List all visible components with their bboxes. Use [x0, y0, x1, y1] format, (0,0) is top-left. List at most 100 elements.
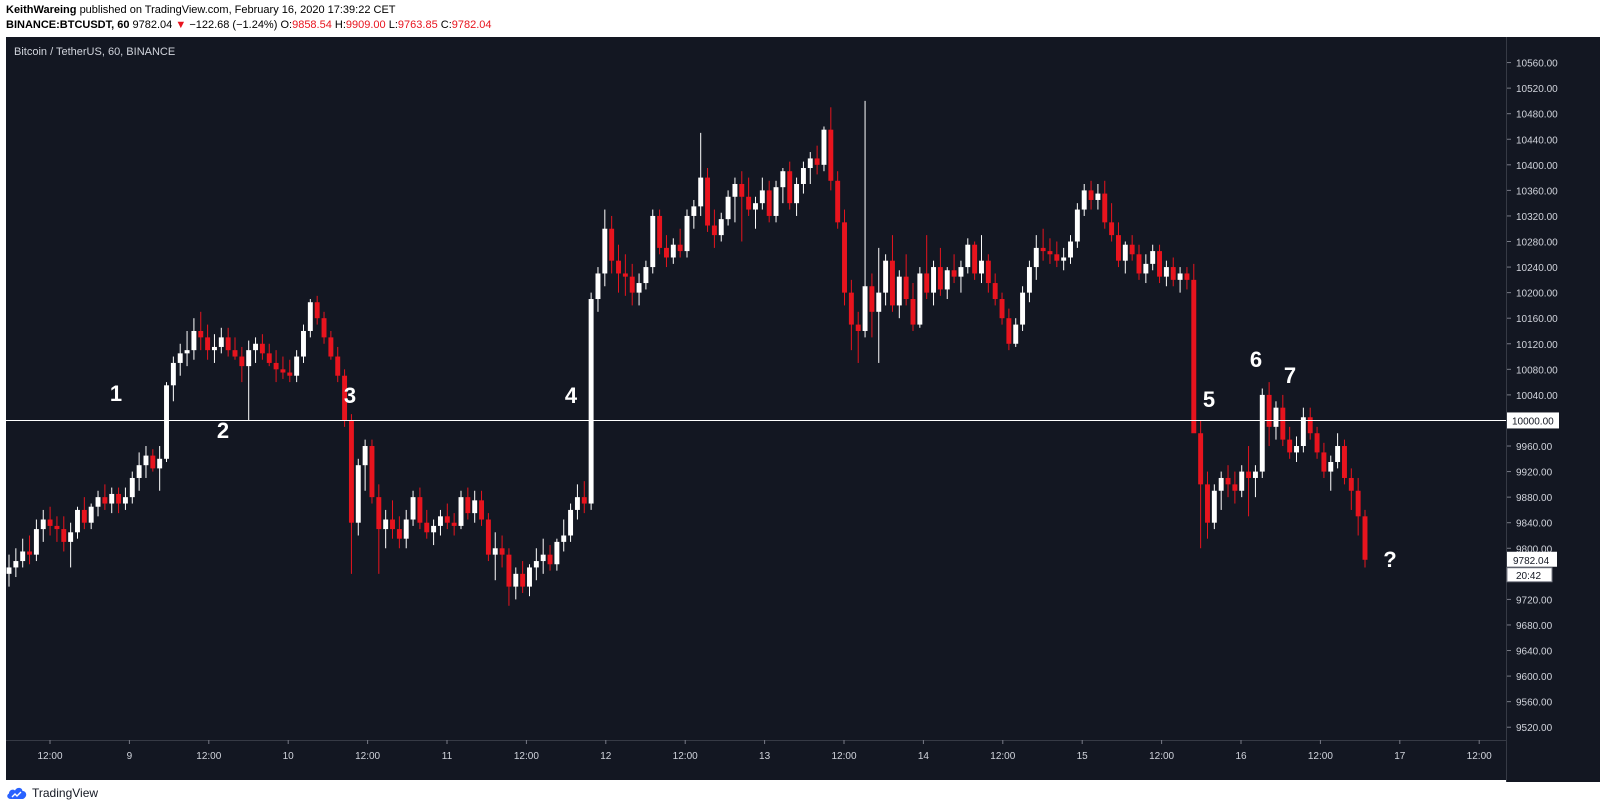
candle: [1026, 260, 1032, 303]
candle: [835, 171, 841, 229]
candle-body: [417, 497, 423, 523]
candle-body: [691, 206, 697, 216]
candle: [1033, 235, 1039, 280]
candle-body: [102, 497, 108, 504]
candle-body: [294, 356, 300, 376]
candle: [301, 324, 306, 363]
close-value: 9782.04: [451, 19, 492, 31]
candle: [321, 311, 327, 344]
candlestick-chart[interactable]: 9520.00 9560.00 9600.00 9640.00 9680.00 9720.…: [0, 37, 1600, 782]
candle-body: [1013, 324, 1019, 344]
candle: [6, 554, 12, 587]
candle-body: [1314, 433, 1320, 453]
candle-body: [335, 356, 341, 376]
candle-body: [725, 196, 731, 220]
candle: [568, 503, 574, 542]
candle-body: [698, 177, 704, 207]
author-name[interactable]: KeithWareing: [6, 4, 77, 16]
candle: [876, 247, 882, 363]
candle: [150, 449, 156, 472]
candle: [1013, 318, 1019, 347]
candle-body: [1239, 471, 1245, 491]
candle: [1006, 308, 1012, 351]
candle-body: [636, 283, 642, 293]
candle-body: [465, 497, 471, 514]
candle: [670, 238, 676, 264]
candle-body: [561, 535, 567, 542]
candle-body: [972, 244, 978, 274]
candle: [95, 490, 101, 517]
candle-body: [33, 529, 39, 555]
candle: [684, 209, 690, 258]
time-tick-label: 12:00: [831, 751, 856, 762]
candle: [157, 446, 163, 491]
candle-body: [1321, 452, 1327, 472]
candle-body: [889, 260, 895, 306]
chart-frame[interactable]: 9520.00 9560.00 9600.00 9640.00 9680.00 9720.…: [0, 37, 1600, 782]
candle-body: [979, 260, 984, 274]
price-tick-label: 9960.00: [1516, 442, 1553, 453]
time-tick-label: 12:00: [514, 751, 539, 762]
annotation-label: 4: [565, 383, 578, 408]
candle: [1259, 388, 1265, 478]
candle-body: [287, 372, 293, 376]
plot-area[interactable]: [6, 37, 1506, 740]
candle: [20, 538, 26, 568]
candle: [198, 311, 204, 351]
candle-body: [1088, 190, 1094, 200]
candle-body: [821, 129, 827, 165]
candle-body: [855, 324, 861, 331]
candle: [595, 267, 601, 312]
time-axis[interactable]: [6, 740, 1506, 780]
price-axis[interactable]: [1507, 37, 1600, 782]
candle-body: [1136, 254, 1142, 274]
candle: [992, 273, 998, 306]
candle: [102, 484, 108, 510]
candle-body: [547, 554, 553, 565]
candle-body: [1143, 263, 1149, 274]
candle: [999, 292, 1005, 325]
annotation-label: 6: [1250, 347, 1262, 372]
candle-body: [807, 158, 813, 169]
candle-body: [184, 350, 190, 354]
candle-body: [924, 273, 930, 293]
candle: [602, 209, 608, 287]
time-tick-label: 12:00: [990, 751, 1015, 762]
candle-body: [1061, 257, 1067, 261]
candle-body: [1109, 222, 1115, 236]
candle-body: [109, 493, 115, 504]
candle: [574, 484, 580, 520]
candle-body: [280, 369, 286, 373]
candle: [979, 235, 984, 284]
candle: [739, 171, 745, 242]
candle-body: [1355, 490, 1361, 517]
candle-body: [1259, 394, 1265, 472]
price-tick-label: 10280.00: [1516, 238, 1558, 249]
price-tick-label: 10240.00: [1516, 263, 1558, 274]
candle: [335, 346, 341, 383]
candle: [1341, 439, 1347, 485]
last-price-box: [1507, 551, 1557, 567]
time-tick-label: 15: [1077, 751, 1089, 762]
candle: [116, 487, 122, 514]
candle: [410, 490, 416, 526]
candle-body: [842, 222, 847, 293]
candle-body: [588, 299, 594, 504]
time-tick-label: 9: [127, 751, 133, 762]
price-tick-label: 10400.00: [1516, 161, 1558, 172]
candle: [821, 126, 827, 172]
candle-body: [239, 356, 245, 367]
candle: [1355, 477, 1361, 536]
candle: [547, 545, 553, 571]
candle: [609, 215, 615, 274]
candle-body: [485, 519, 491, 555]
time-tick-label: 12:00: [1149, 751, 1174, 762]
tradingview-logo[interactable]: TradingView: [6, 786, 98, 800]
candle: [225, 327, 231, 357]
candle: [348, 414, 354, 574]
candle: [33, 519, 39, 562]
candle: [896, 270, 902, 319]
time-tick-label: 12:00: [1308, 751, 1333, 762]
candle: [1074, 203, 1080, 248]
level-label: 10000.00: [1512, 416, 1554, 427]
